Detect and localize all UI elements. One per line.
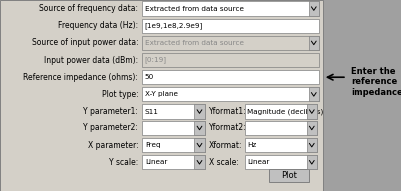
Text: Extracted from data source: Extracted from data source [145, 6, 244, 12]
FancyBboxPatch shape [307, 155, 317, 169]
FancyBboxPatch shape [142, 2, 319, 16]
Text: X parameter:: X parameter: [88, 141, 138, 150]
FancyBboxPatch shape [142, 19, 319, 33]
Text: Input power data (dBm):: Input power data (dBm): [44, 56, 138, 65]
Text: Hz: Hz [247, 142, 256, 148]
FancyBboxPatch shape [309, 36, 319, 50]
Text: Y parameter2:: Y parameter2: [83, 123, 138, 132]
Text: Reference impedance (ohms):: Reference impedance (ohms): [24, 73, 138, 82]
FancyBboxPatch shape [245, 104, 317, 119]
FancyBboxPatch shape [269, 169, 309, 182]
Text: S11: S11 [145, 108, 159, 115]
FancyBboxPatch shape [194, 104, 205, 119]
Text: Plot type:: Plot type: [102, 90, 138, 99]
FancyBboxPatch shape [142, 53, 319, 67]
FancyBboxPatch shape [0, 0, 323, 191]
FancyBboxPatch shape [194, 121, 205, 135]
FancyBboxPatch shape [142, 155, 205, 169]
Text: [1e9,1e8,2.9e9]: [1e9,1e8,2.9e9] [145, 22, 203, 29]
FancyBboxPatch shape [307, 121, 317, 135]
FancyBboxPatch shape [142, 87, 319, 101]
FancyBboxPatch shape [309, 2, 319, 16]
FancyBboxPatch shape [194, 138, 205, 152]
Text: impedance: impedance [351, 88, 401, 97]
Text: X scale:: X scale: [209, 158, 239, 167]
Text: Magnitude (decibels): Magnitude (decibels) [247, 108, 323, 115]
Text: Y parameter1:: Y parameter1: [83, 107, 138, 116]
FancyBboxPatch shape [307, 138, 317, 152]
FancyBboxPatch shape [142, 104, 205, 119]
Text: Plot: Plot [281, 171, 297, 180]
Text: Linear: Linear [145, 159, 167, 165]
Text: Linear: Linear [247, 159, 269, 165]
Text: Xformat:: Xformat: [209, 141, 242, 150]
FancyBboxPatch shape [245, 138, 317, 152]
FancyBboxPatch shape [245, 155, 317, 169]
Text: Enter the: Enter the [351, 67, 395, 76]
FancyBboxPatch shape [245, 121, 317, 135]
FancyBboxPatch shape [323, 0, 401, 191]
Text: X-Y plane: X-Y plane [145, 91, 178, 97]
FancyBboxPatch shape [142, 36, 319, 50]
Text: Yformat2:: Yformat2: [209, 123, 246, 132]
Text: Y scale:: Y scale: [109, 158, 138, 167]
Text: Frequency data (Hz):: Frequency data (Hz): [58, 21, 138, 30]
FancyBboxPatch shape [142, 138, 205, 152]
Text: Source of frequency data:: Source of frequency data: [39, 4, 138, 13]
Text: reference: reference [351, 77, 397, 86]
Text: Source of input power data:: Source of input power data: [32, 38, 138, 47]
Text: Yformat1:: Yformat1: [209, 107, 246, 116]
FancyBboxPatch shape [309, 87, 319, 101]
Text: Extracted from data source: Extracted from data source [145, 40, 244, 46]
FancyBboxPatch shape [142, 70, 319, 84]
Text: 50: 50 [145, 74, 154, 80]
Text: Freq: Freq [145, 142, 160, 148]
FancyBboxPatch shape [142, 121, 205, 135]
FancyBboxPatch shape [194, 155, 205, 169]
FancyBboxPatch shape [307, 104, 317, 119]
Text: [0:19]: [0:19] [145, 57, 167, 63]
